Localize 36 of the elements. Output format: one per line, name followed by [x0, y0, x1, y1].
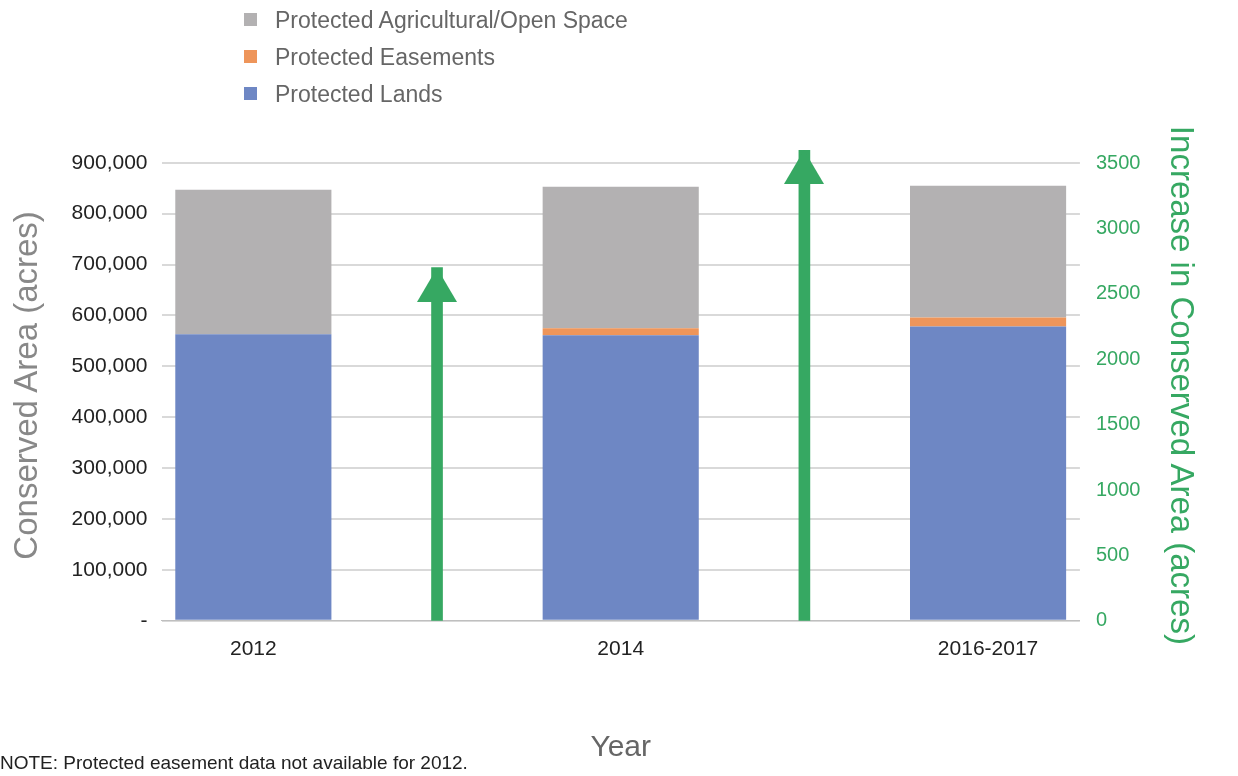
y-tick-label: 200,000: [71, 505, 148, 529]
x-tick-label: 2016-2017: [937, 636, 1039, 660]
y2-tick-label: 1000: [1095, 477, 1141, 500]
x-tick-label: 2012: [229, 636, 277, 660]
text: NOTE: Protected easement data not available for 2012.: [0, 752, 468, 774]
y-tick-label: 100,000: [71, 556, 148, 580]
y-tick-label: 400,000: [71, 404, 148, 428]
y-tick-label: 300,000: [71, 454, 148, 478]
y2-tick-label: 1500: [1095, 412, 1141, 435]
bar: [175, 334, 332, 620]
bar: [542, 186, 699, 329]
bar: [175, 189, 332, 335]
y2-tick-label: 3000: [1095, 215, 1141, 238]
y-tick-label: 600,000: [71, 302, 148, 326]
bar: [910, 185, 1067, 318]
y-tick-label: 700,000: [71, 251, 148, 275]
y-tick-label: 900,000: [71, 149, 148, 173]
bar: [542, 335, 699, 620]
y-tick-label: 800,000: [71, 200, 148, 224]
y2-tick-label: 2000: [1095, 346, 1141, 369]
y2-axis-title: Increase in Conserved Area (acres): [1164, 125, 1202, 645]
y2-tick-label: 3500: [1095, 150, 1141, 173]
y-tick-label: 500,000: [71, 353, 148, 377]
y2-tick-label: 500: [1095, 542, 1130, 565]
legend-label: Protected Easements: [274, 43, 496, 72]
legend-label: Protected Agricultural/Open Space: [274, 6, 628, 35]
legend-label: Protected Lands: [274, 80, 444, 109]
y-axis-title: Conserved Area (acres): [6, 211, 44, 560]
bar: [910, 317, 1067, 327]
bar: [542, 328, 699, 336]
y-tick-label: -: [140, 607, 148, 631]
x-tick-label: 2014: [597, 636, 645, 660]
y2-tick-label: 2500: [1095, 281, 1141, 304]
x-axis-title: Year: [590, 729, 652, 763]
bar: [910, 326, 1067, 620]
y2-tick-label: 0: [1095, 608, 1108, 631]
